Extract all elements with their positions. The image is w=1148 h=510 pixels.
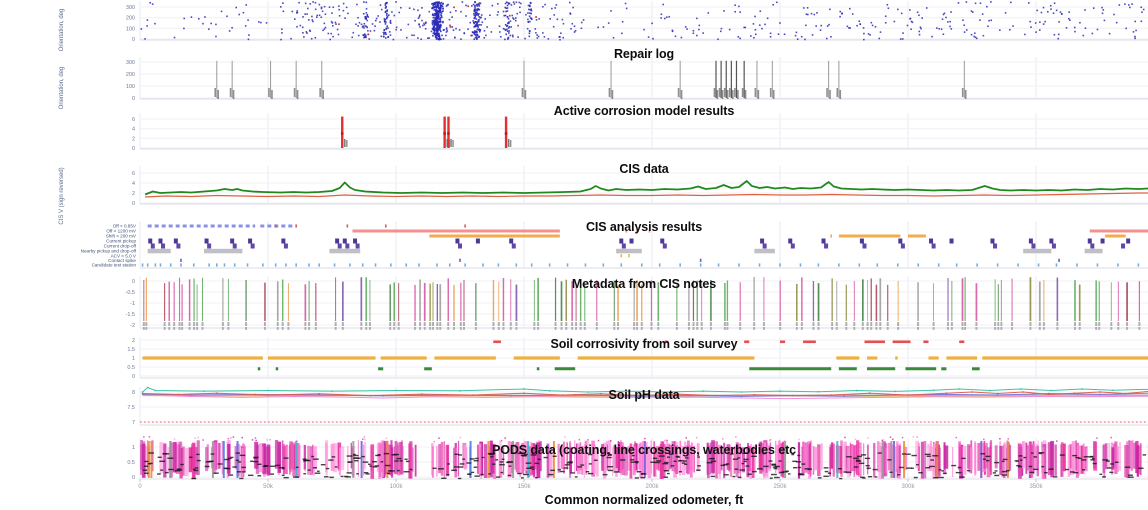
svg-text:0: 0 (132, 146, 135, 152)
y-axis-label-text: Orientation, deg (59, 66, 65, 110)
svg-text:0: 0 (132, 475, 135, 481)
svg-text:100: 100 (126, 26, 135, 32)
x-axis: 0 50k 100k 150k 200k 250k 300k 350k (138, 479, 1044, 490)
svg-text:4: 4 (132, 181, 135, 187)
svg-text:300: 300 (126, 60, 135, 66)
y-axis-label-text: CIS V (sign reversed) (59, 167, 65, 225)
svg-text:Off < 0.85V: Off < 0.85V (113, 224, 137, 229)
svg-text:Contact spike: Contact spike (108, 258, 136, 263)
svg-text:7: 7 (132, 420, 135, 426)
svg-text:200: 200 (126, 72, 135, 78)
svg-text:4: 4 (132, 127, 135, 133)
svg-text:2: 2 (132, 191, 135, 197)
svg-text:1: 1 (132, 445, 135, 451)
svg-text:Off > 1200 mV: Off > 1200 mV (106, 229, 137, 234)
svg-text:-0.5: -0.5 (126, 290, 135, 296)
svg-text:50k: 50k (263, 484, 274, 490)
y-axis-label-text: Orientation, deg (59, 8, 65, 52)
grid (139, 1, 1148, 480)
svg-text:300k: 300k (901, 484, 915, 490)
svg-text:0.5: 0.5 (127, 460, 135, 466)
x-axis-title: Common normalized odometer, ft (544, 493, 744, 507)
svg-text:0: 0 (138, 484, 142, 490)
cis-data-plot (144, 180, 1148, 198)
svg-text:8: 8 (132, 390, 135, 396)
svg-text:Nearby pickup and drop-off: Nearby pickup and drop-off (81, 249, 137, 254)
svg-text:Candidate test station: Candidate test station (92, 263, 137, 268)
svg-text:Shift < 200 mV: Shift < 200 mV (106, 234, 137, 239)
svg-text:2: 2 (132, 136, 135, 142)
svg-text:Current drop-off: Current drop-off (104, 244, 137, 249)
svg-text:0: 0 (132, 96, 135, 102)
svg-text:0: 0 (132, 37, 135, 43)
pods-plot (140, 436, 1148, 480)
svg-text:0: 0 (132, 374, 135, 380)
svg-text:-1.5: -1.5 (126, 312, 135, 318)
y-tick-labels: 30020010003002001000642064200-0.5-1-1.5-… (126, 5, 135, 481)
soil-ph-plot (140, 386, 1148, 423)
svg-text:6: 6 (132, 117, 135, 123)
svg-text:100k: 100k (389, 484, 403, 490)
svg-text:2: 2 (132, 338, 135, 344)
svg-text:0: 0 (132, 201, 135, 207)
repair-log-plot (214, 60, 967, 99)
corrosion-plot (340, 116, 512, 148)
svg-text:300: 300 (126, 5, 135, 11)
svg-text:1.5: 1.5 (127, 347, 135, 353)
svg-text:200k: 200k (645, 484, 659, 490)
svg-text:0: 0 (132, 279, 135, 285)
svg-text:0.5: 0.5 (127, 365, 135, 371)
svg-text:7.5: 7.5 (127, 405, 135, 411)
svg-text:1: 1 (132, 356, 135, 362)
svg-text:ACV > 5.0 V: ACV > 5.0 V (111, 253, 137, 258)
orientation-scatter-plot (140, 1, 1145, 41)
svg-text:250k: 250k (773, 484, 787, 490)
svg-text:150k: 150k (517, 484, 531, 490)
svg-text:200: 200 (126, 16, 135, 22)
svg-text:6: 6 (132, 171, 135, 177)
svg-text:Current pickup: Current pickup (106, 239, 136, 244)
svg-text:-1: -1 (130, 301, 135, 307)
svg-text:350k: 350k (1029, 484, 1043, 490)
metadata-plot (142, 277, 1141, 330)
svg-text:100: 100 (126, 84, 135, 90)
svg-text:-2: -2 (130, 323, 135, 329)
soil-corrosivity-plot (142, 340, 1148, 371)
